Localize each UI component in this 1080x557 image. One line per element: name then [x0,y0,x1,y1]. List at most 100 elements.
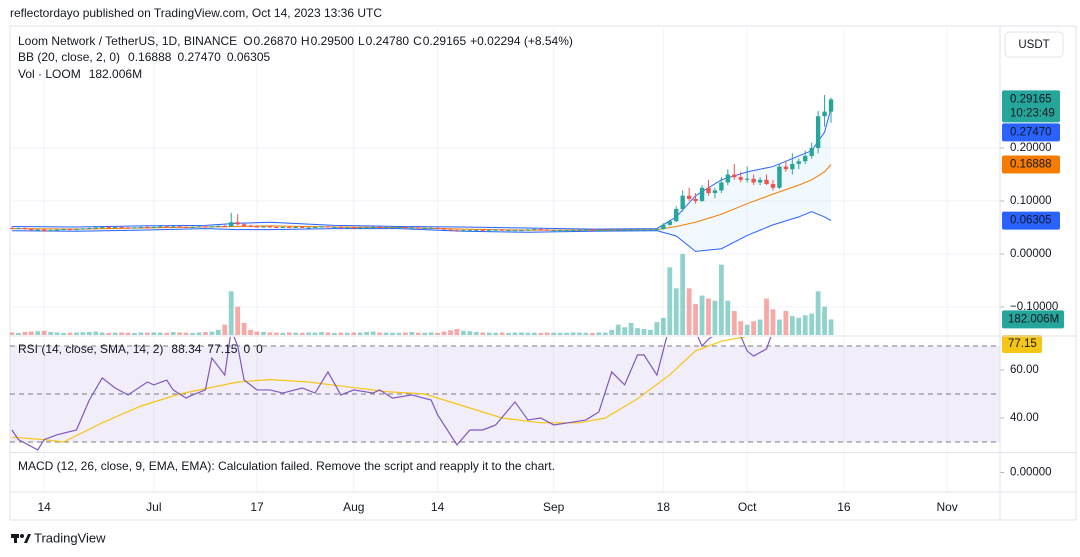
volume-bar [422,332,428,335]
volume-bar [512,332,518,335]
volume-bar [280,332,286,335]
volume-bar [699,295,705,335]
volume-badge-label: 182.006M [1008,313,1059,325]
candle-body [312,226,318,228]
volume-bar [557,332,563,335]
candle-body [525,229,531,231]
volume-bar [370,331,376,335]
volume-bar [577,332,582,335]
volume-bar [203,331,208,335]
x-tick-label: 17 [250,500,264,514]
price-pane [10,94,834,335]
frame [9,25,1077,521]
volume-bar [796,317,802,335]
candle-body [48,230,53,232]
candle-body [274,226,279,228]
candle-body [641,229,647,231]
candle-body [428,228,434,230]
volume-bar [241,322,247,335]
volume-bar [22,331,28,335]
volume-bar [54,332,60,335]
candle-body [738,177,743,180]
volume-bar [828,319,834,335]
candle-body [332,226,337,228]
candle-body [209,226,215,228]
countdown: 10:23:49 [1010,107,1055,119]
candle-body [306,227,311,229]
volume-bar [261,331,266,335]
volume-bar [589,332,595,335]
candle-body [493,229,498,231]
candle-body [190,226,195,228]
candle-body [132,227,137,229]
candle-body [603,230,608,232]
candle-body [732,174,737,178]
candle-body [654,229,660,231]
x-tick-label: 16 [837,500,851,514]
x-tick-label: 18 [657,500,671,514]
volume-bar [654,322,660,335]
candle-body [454,230,460,232]
price-badge [1002,155,1060,174]
volume-bar [725,300,731,335]
candle-body [145,226,150,228]
volume-bar [486,332,492,335]
volume-bar [164,332,170,335]
volume-bar [177,332,183,335]
volume-bar [525,332,531,335]
legend-text: 0.27470 [177,50,221,64]
volume-bar [551,332,557,335]
candle-body [151,226,157,228]
candle-body [280,226,286,228]
volume-bar [93,331,99,335]
candle-body [545,229,550,231]
candle-body [512,230,518,232]
candle-body [22,228,28,230]
candle-body [822,111,827,117]
candle-body [467,230,473,232]
rsi-badge-label: 77.15 [1008,338,1037,350]
volume-bar [441,331,447,335]
volume-bar [61,332,66,335]
volume-bar [151,332,157,335]
volume-bar [48,331,54,335]
volume-bar [273,332,279,335]
volume-bar [215,329,221,335]
legend-text: 0.24780 [366,34,410,48]
price-badge [1002,211,1060,230]
volume-bar [222,324,228,335]
candle-body [751,178,756,183]
candle-body [112,226,118,228]
currency[interactable]: USDT [1018,39,1049,51]
volume-bar [519,332,524,335]
candle-body [770,184,776,188]
candle-body [828,99,834,112]
volume-bar [132,332,137,335]
candle-body [35,229,40,231]
candle-body [609,230,614,232]
legend-text: 0.29165 [423,34,467,48]
volume-bar [635,328,640,335]
volume-bar [377,332,382,335]
volume-bar [744,324,750,335]
candle-body [67,229,73,231]
volume-bar [480,332,486,335]
candle-body [125,227,131,229]
volume-bar [757,319,763,335]
volume-bar [383,332,389,335]
volume-bar [712,300,718,335]
volume-bar [628,322,634,335]
volume-bar [35,331,41,335]
volume-bar [570,332,576,335]
volume-bar [325,332,331,335]
volume-bar [235,306,241,335]
volume-bar [473,331,479,335]
candle-body [158,226,163,228]
volume-bar [641,328,647,335]
y-tick-label: 0.00000 [1010,248,1052,260]
volume-bar [119,332,124,335]
currency-button[interactable] [1004,31,1064,58]
volume-bar [448,330,453,335]
volume-bar [409,331,415,335]
